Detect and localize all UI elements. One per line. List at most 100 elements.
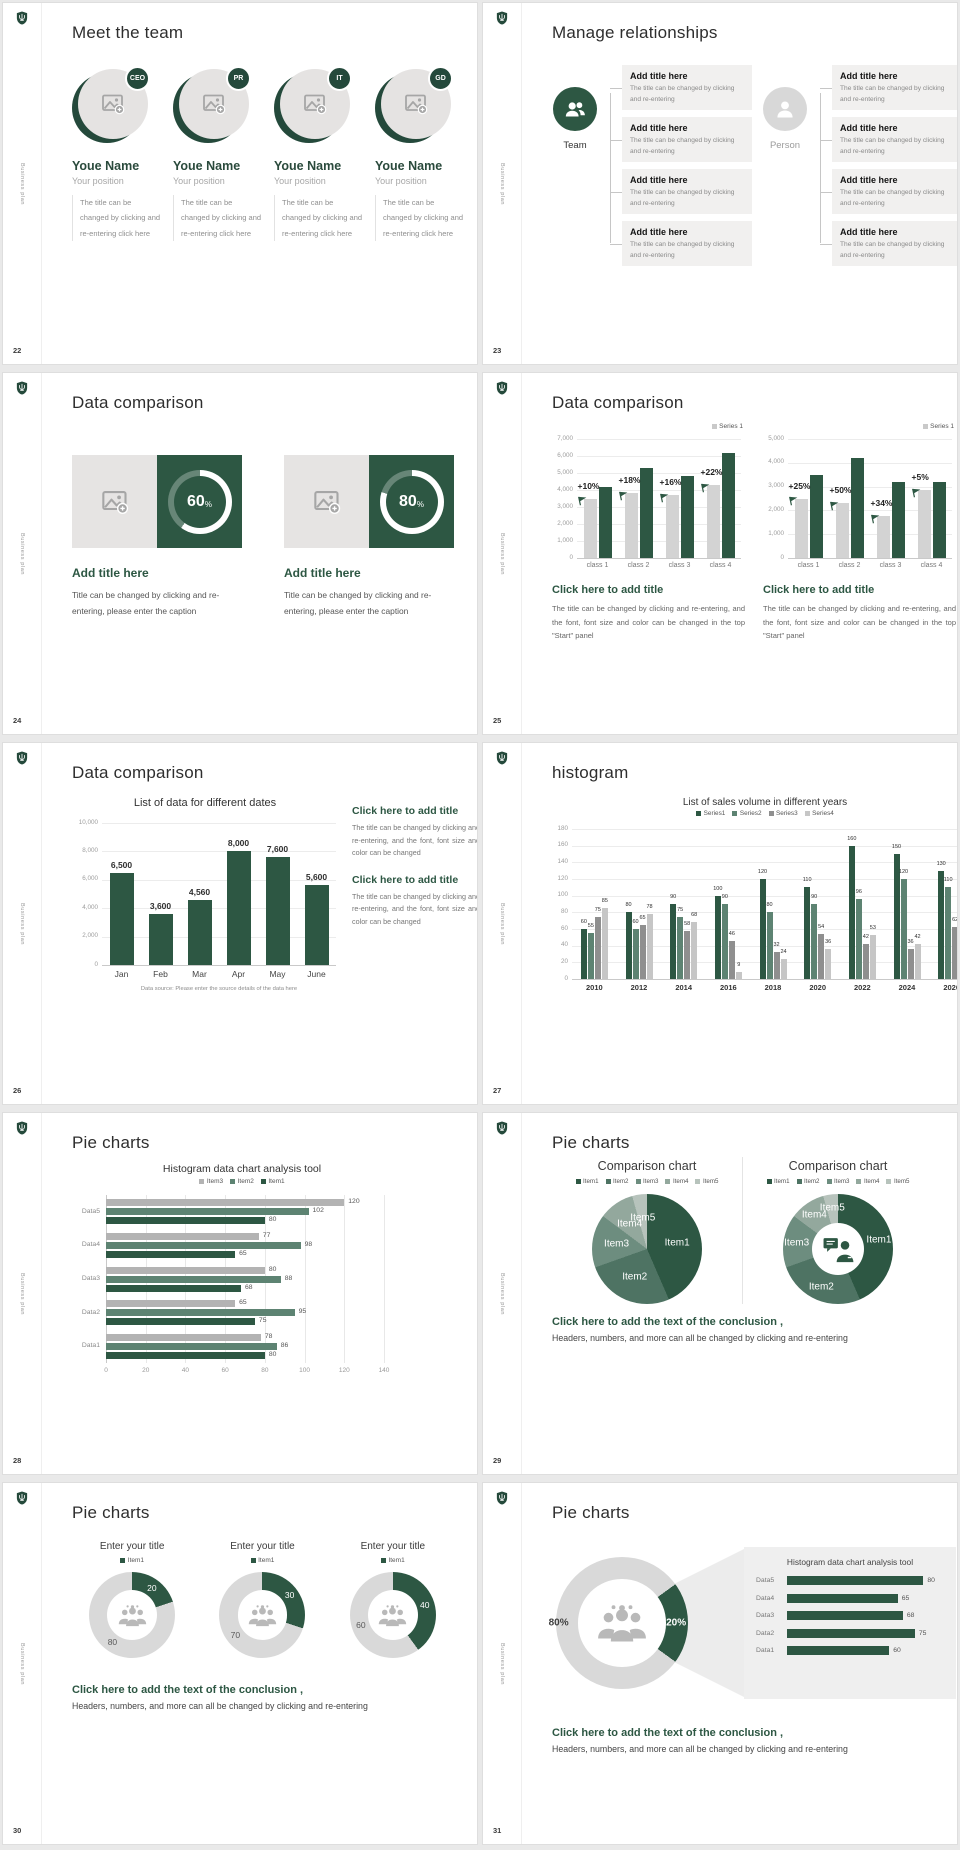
shield-logo-icon (496, 11, 508, 25)
pie-slice-label: 20 (147, 1582, 157, 1593)
y-tick-label: 4,000 (557, 485, 573, 493)
gridline (102, 851, 336, 853)
y-tick-label: 0 (564, 974, 568, 982)
sidebar-vertical-text: Business plan (499, 162, 505, 205)
box-title: Add title here (840, 175, 898, 186)
bar (265, 857, 290, 965)
slide-title: histogram (552, 763, 629, 782)
gridline (788, 510, 952, 512)
x-category-label: class 2 (838, 562, 861, 569)
gridline (572, 979, 957, 980)
pct-annotation: +34% (871, 494, 927, 528)
x-tick-label: 40 (181, 1367, 190, 1374)
slide-30-pie-charts-donuts[interactable]: Business plan 30 Pie charts Enter your t… (2, 1482, 478, 1845)
hbar-value-label: 80 (268, 1350, 277, 1358)
y-tick-label: 1,000 (768, 529, 784, 537)
slide-25-data-comparison-charts[interactable]: Business plan 25 Data comparison Series … (482, 372, 958, 735)
member-position: Your position (274, 176, 326, 186)
image-placeholder-icon (304, 94, 327, 115)
bar-value-label: 4,560 (188, 887, 211, 898)
hbar (106, 1250, 236, 1258)
donut-chart: 30 70 (219, 1572, 306, 1658)
progress-donut: 80% (379, 469, 444, 534)
y-tick-label: 60 (560, 924, 568, 932)
slide-26-data-comparison-monthly[interactable]: Business plan 26 Data comparison List of… (2, 742, 478, 1105)
slide-sidebar: Business plan 27 (483, 743, 522, 1104)
conclusion-block: Click here to add the text of the conclu… (552, 1727, 956, 1754)
bar (932, 481, 946, 558)
x-category-label: Feb (153, 969, 168, 979)
bar (632, 929, 639, 979)
bar-value-label: 32 (947, 943, 957, 949)
people-group-icon (379, 1604, 407, 1626)
card-title: Add title here (284, 566, 361, 580)
pct-annotation: +5% (912, 468, 958, 502)
text-block: Click here to add title The title can be … (763, 584, 956, 643)
hbar-row: Data3 68 (756, 1611, 944, 1620)
bar (624, 493, 638, 558)
box-description: The title can be changed by clicking and… (630, 85, 735, 103)
y-tick-label: 80 (560, 907, 568, 915)
bar (721, 904, 728, 979)
bar-value-label: 55 (587, 923, 594, 930)
card-caption: Title can be changed by clicking and re-… (284, 590, 432, 616)
bar (646, 914, 653, 979)
bar-chart: List of data for different dates 0 2,000 4,… (72, 797, 338, 993)
hbar (106, 1342, 277, 1350)
flag-icon (700, 483, 709, 493)
team-member-card: GD Youe Name Your position The title can be… (375, 66, 465, 242)
slide-27-histogram[interactable]: Business plan 27 histogram List of sales… (482, 742, 958, 1105)
gridline (102, 908, 336, 910)
pct-annotation-text: +5% (911, 472, 929, 483)
bar (794, 498, 808, 558)
y-tick-label: 20 (560, 957, 568, 965)
slide-title: Data comparison (72, 763, 204, 782)
x-category-label: class 1 (797, 562, 820, 569)
bar (735, 971, 742, 979)
hbar-value-label: 80 (268, 1216, 277, 1224)
shield-logo-icon (496, 381, 508, 395)
flag-icon (577, 497, 586, 506)
slide-23-manage-relationships[interactable]: Business plan 23 Manage relationships Te… (482, 2, 958, 365)
x-category-label: 2010 (585, 983, 603, 992)
bar (639, 924, 646, 979)
bar (598, 486, 612, 558)
pie-chart: Item1 Item2 Item3 Item4 Item5 (592, 1194, 702, 1304)
relationship-box: Add title here The title can be changed b… (610, 169, 752, 215)
relationship-box: Add title here The title can be changed b… (610, 221, 752, 267)
comparison-card: 80% Add title here Title can be changed by… (284, 455, 454, 619)
y-tick-label: 160 (557, 841, 568, 849)
slide-24-data-comparison[interactable]: Business plan 24 Data comparison 60% Add … (2, 372, 478, 735)
slide-29-pie-charts-comparison[interactable]: Business plan 29 Pie charts Comparison c… (482, 1112, 958, 1475)
legend-item: Item4 (665, 1178, 688, 1185)
pie-slice-label: Item2 (808, 1281, 834, 1293)
pct-annotation: +16% (660, 473, 716, 507)
bar (766, 912, 773, 979)
page-number: 29 (493, 1456, 502, 1465)
gridline (577, 439, 741, 440)
slide-content: Enter your title Item1 20 80 Enter your titl… (72, 1523, 453, 1834)
percent-value: 60 (187, 492, 205, 510)
hbar (106, 1300, 236, 1308)
hbar-value-label: 65 (239, 1249, 247, 1257)
shield-logo-icon (16, 1491, 28, 1505)
x-category-label: class 3 (879, 562, 902, 569)
slide-31-pie-charts-funnel[interactable]: Business plan 31 Pie charts 20% 80% Histog… (482, 1482, 958, 1845)
pie-slice-label: 80% (548, 1617, 569, 1629)
bar-value-label: 110 (943, 877, 953, 884)
x-category-label: May (269, 969, 286, 979)
bar-value-label: 42 (914, 934, 921, 940)
role-badge: PR (226, 66, 251, 91)
bar (677, 916, 684, 979)
slide-22-meet-the-team[interactable]: Business plan 22 Meet the team CEO Youe N… (2, 2, 478, 365)
bar (639, 467, 653, 558)
slide-sidebar: Business plan 29 (483, 1113, 522, 1474)
relationship-group: Team Add title here The title can be chang… (552, 65, 752, 273)
x-category-label: 2022 (853, 983, 871, 992)
x-tick-label: 120 (338, 1367, 350, 1374)
slide-28-pie-charts-hbar[interactable]: Business plan 28 Pie charts Histogram da… (2, 1112, 478, 1475)
hbar-value-label: 68 (245, 1283, 253, 1291)
box-title: Add title here (840, 71, 898, 81)
bar-value-label: 150 (891, 844, 902, 850)
